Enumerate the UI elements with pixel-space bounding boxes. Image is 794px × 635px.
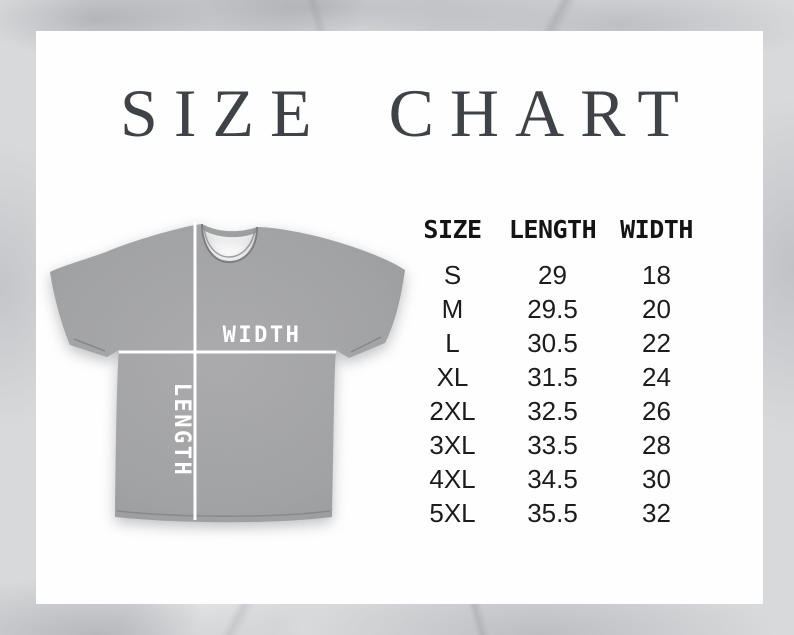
table-cell: 28 (642, 430, 671, 460)
size-table-header: SIZE LENGTH WIDTH (398, 214, 715, 246)
table-cell: 32 (642, 498, 671, 528)
table-cell: 20 (642, 294, 671, 324)
table-cell: 22 (642, 328, 671, 358)
left-cuff-seam (73, 338, 106, 352)
collar-seam (201, 223, 258, 264)
table-row: XL 31.5 24 (398, 360, 715, 394)
table-cell: M (441, 294, 464, 324)
table-cell: 34.5 (527, 464, 578, 494)
width-label: WIDTH (223, 323, 302, 348)
tshirt-image: WIDTH LENGTH (44, 218, 414, 528)
table-cell: 35.5 (527, 498, 578, 528)
table-cell: 2XL (429, 396, 476, 426)
table-cell: 33.5 (527, 430, 578, 460)
table-row: L 30.5 22 (398, 326, 715, 360)
table-cell: 30 (642, 464, 671, 494)
header-length: LENGTH (508, 215, 597, 244)
table-cell: 5XL (429, 498, 476, 528)
table-cell: 18 (642, 260, 671, 290)
table-cell: 30.5 (527, 328, 578, 358)
table-row: 2XL 32.5 26 (398, 394, 715, 428)
size-table: SIZE LENGTH WIDTH S 29 18 M 29.5 20 L 30.5 22 XL 3… (398, 214, 715, 530)
table-row: 4XL 34.5 30 (398, 462, 715, 496)
table-cell: 31.5 (527, 362, 578, 392)
size-table-body: S 29 18 M 29.5 20 L 30.5 22 XL 31.5 24 2XL 32.5 26 3XL 3… (398, 258, 715, 530)
collar-band (202, 224, 257, 238)
table-cell: L (445, 328, 460, 358)
table-cell: S (443, 260, 462, 290)
right-cuff-seam (350, 336, 382, 353)
tshirt-graphic: WIDTH LENGTH (50, 222, 405, 523)
table-row: 5XL 35.5 32 (398, 496, 715, 530)
table-row: S 29 18 (398, 258, 715, 292)
table-row: 3XL 33.5 28 (398, 428, 715, 462)
collar-inner-seam (203, 225, 256, 258)
heather-texture (50, 224, 405, 523)
table-cell: 4XL (429, 464, 476, 494)
chart-panel: SIZE CHART (36, 31, 763, 604)
hem-seam (116, 510, 331, 517)
table-cell: 29.5 (527, 294, 578, 324)
header-size: SIZE (423, 215, 482, 244)
length-label: LENGTH (169, 383, 194, 477)
table-row: M 29.5 20 (398, 292, 715, 326)
table-cell: 32.5 (527, 396, 578, 426)
table-cell: 3XL (429, 430, 476, 460)
page-title: SIZE CHART (120, 75, 695, 151)
header-width: WIDTH (620, 215, 693, 244)
table-cell: XL (436, 362, 469, 392)
table-cell: 24 (642, 362, 671, 392)
table-cell: 29 (538, 260, 567, 290)
table-cell: 26 (642, 396, 671, 426)
